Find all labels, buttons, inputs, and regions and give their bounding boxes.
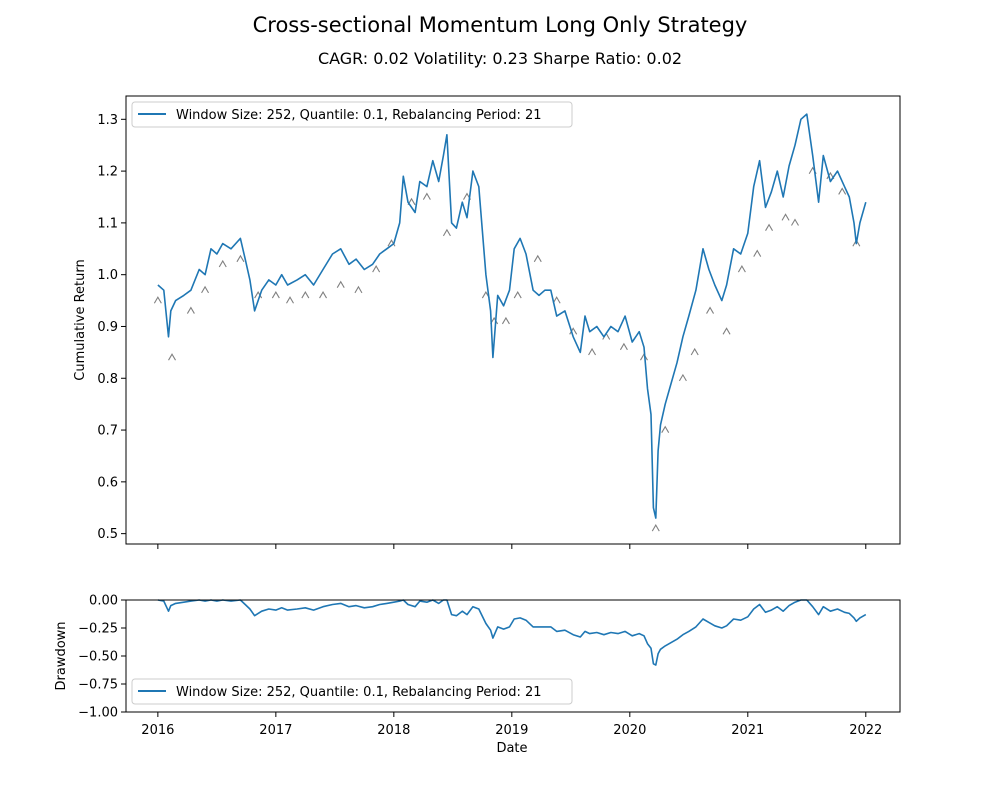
x-tick-label: 2016 — [141, 723, 174, 738]
rebalance-marker — [218, 259, 227, 268]
y-tick-label: −0.50 — [78, 650, 118, 665]
date-x-label: Date — [496, 741, 527, 756]
drawdown-legend: Window Size: 252, Quantile: 0.1, Rebalan… — [131, 678, 573, 705]
drawdown-line — [157, 599, 867, 666]
cumulative-return-y-label: Cumulative Return — [73, 259, 88, 380]
y-tick-label: 0.00 — [89, 594, 118, 609]
rebalance-marker — [552, 296, 561, 304]
rebalance-marker — [201, 285, 210, 294]
rebalance-marker — [271, 290, 280, 299]
drawdown-panel: −1.00−0.75−0.50−0.250.00 2016 2017 2018 201… — [54, 594, 901, 756]
rebalance-marker — [651, 524, 660, 532]
cumulative-return-y-ticks: 0.5 0.6 0.7 0.8 0.9 1.0 1.1 1.2 1.3 — [97, 113, 126, 542]
rebalance-marker — [354, 285, 363, 294]
legend-box — [131, 678, 573, 705]
rebalance-marker — [588, 347, 597, 356]
x-tick-label: 2021 — [731, 723, 764, 738]
rebalance-marker — [442, 228, 451, 237]
drawdown-y-label: Drawdown — [54, 621, 69, 690]
rebalance-marker — [678, 373, 687, 382]
rebalance-marker — [286, 296, 294, 304]
cumulative-return-line — [157, 113, 867, 519]
cumulative-return-legend: Window Size: 252, Quantile: 0.1, Rebalan… — [131, 101, 573, 128]
date-x-ticks: 2016 2017 2018 2019 2020 2021 2022 — [141, 712, 882, 738]
rebalance-marker — [422, 192, 431, 200]
x-tick-label: 2022 — [849, 723, 882, 738]
y-tick-label: −0.75 — [78, 678, 118, 693]
y-tick-label: 1.0 — [97, 268, 118, 283]
y-tick-label: 0.5 — [97, 527, 118, 542]
rebalance-marker — [236, 254, 245, 263]
y-tick-label: 1.2 — [97, 165, 118, 180]
y-tick-label: 1.3 — [97, 113, 118, 128]
y-tick-label: 0.6 — [97, 475, 118, 490]
rebalance-marker — [737, 265, 746, 273]
legend-label: Window Size: 252, Quantile: 0.1, Rebalan… — [176, 685, 542, 700]
x-tick-label: 2020 — [613, 723, 646, 738]
rebalance-marker — [753, 249, 762, 257]
rebalance-marker — [838, 187, 847, 195]
rebalance-marker — [706, 306, 715, 314]
rebalance-marker — [501, 316, 510, 325]
y-tick-label: 0.7 — [97, 424, 118, 439]
y-tick-label: 0.8 — [97, 372, 118, 387]
x-tick-label: 2019 — [495, 723, 528, 738]
rebalance-marker — [533, 254, 542, 263]
rebalance-marker — [569, 327, 578, 335]
drawdown-y-ticks: −1.00 −0.75 −0.50 −0.25 0.00 — [78, 594, 126, 721]
cumulative-return-x-ticks — [157, 544, 867, 549]
legend-label: Window Size: 252, Quantile: 0.1, Rebalan… — [176, 108, 542, 123]
rebalance-marker — [319, 290, 328, 299]
rebalance-marker — [168, 353, 176, 361]
y-tick-label: 1.1 — [97, 216, 118, 231]
rebalance-marker — [791, 218, 799, 226]
x-tick-label: 2017 — [259, 723, 292, 738]
y-tick-label: 0.9 — [97, 320, 118, 335]
rebalance-marker — [372, 265, 381, 273]
rebalance-marker — [690, 347, 699, 356]
x-tick-label: 2018 — [377, 723, 410, 738]
drawdown-frame — [125, 599, 901, 713]
y-tick-label: −0.25 — [78, 622, 118, 637]
y-tick-label: −1.00 — [78, 706, 118, 721]
chart-subtitle: CAGR: 0.02 Volatility: 0.23 Sharpe Ratio… — [318, 49, 682, 68]
rebalance-marker — [781, 213, 790, 221]
legend-box — [131, 101, 573, 128]
rebalance-marker — [153, 296, 162, 304]
rebalance-marker — [336, 280, 345, 288]
rebalance-marker — [765, 223, 774, 231]
rebalance-marker — [301, 290, 310, 299]
cumulative-return-plot-area — [126, 96, 900, 544]
chart-title: Cross-sectional Momentum Long Only Strat… — [253, 13, 748, 37]
rebalance-marker — [186, 306, 195, 314]
cumulative-return-panel: 0.5 0.6 0.7 0.8 0.9 1.0 1.1 1.2 1.3 Cumulative R… — [73, 95, 901, 549]
rebalance-marker — [722, 327, 731, 335]
rebalance-marker — [661, 425, 670, 433]
rebalance-marker — [619, 342, 628, 351]
rebalance-marker — [513, 290, 522, 299]
cumulative-return-frame — [125, 95, 901, 545]
